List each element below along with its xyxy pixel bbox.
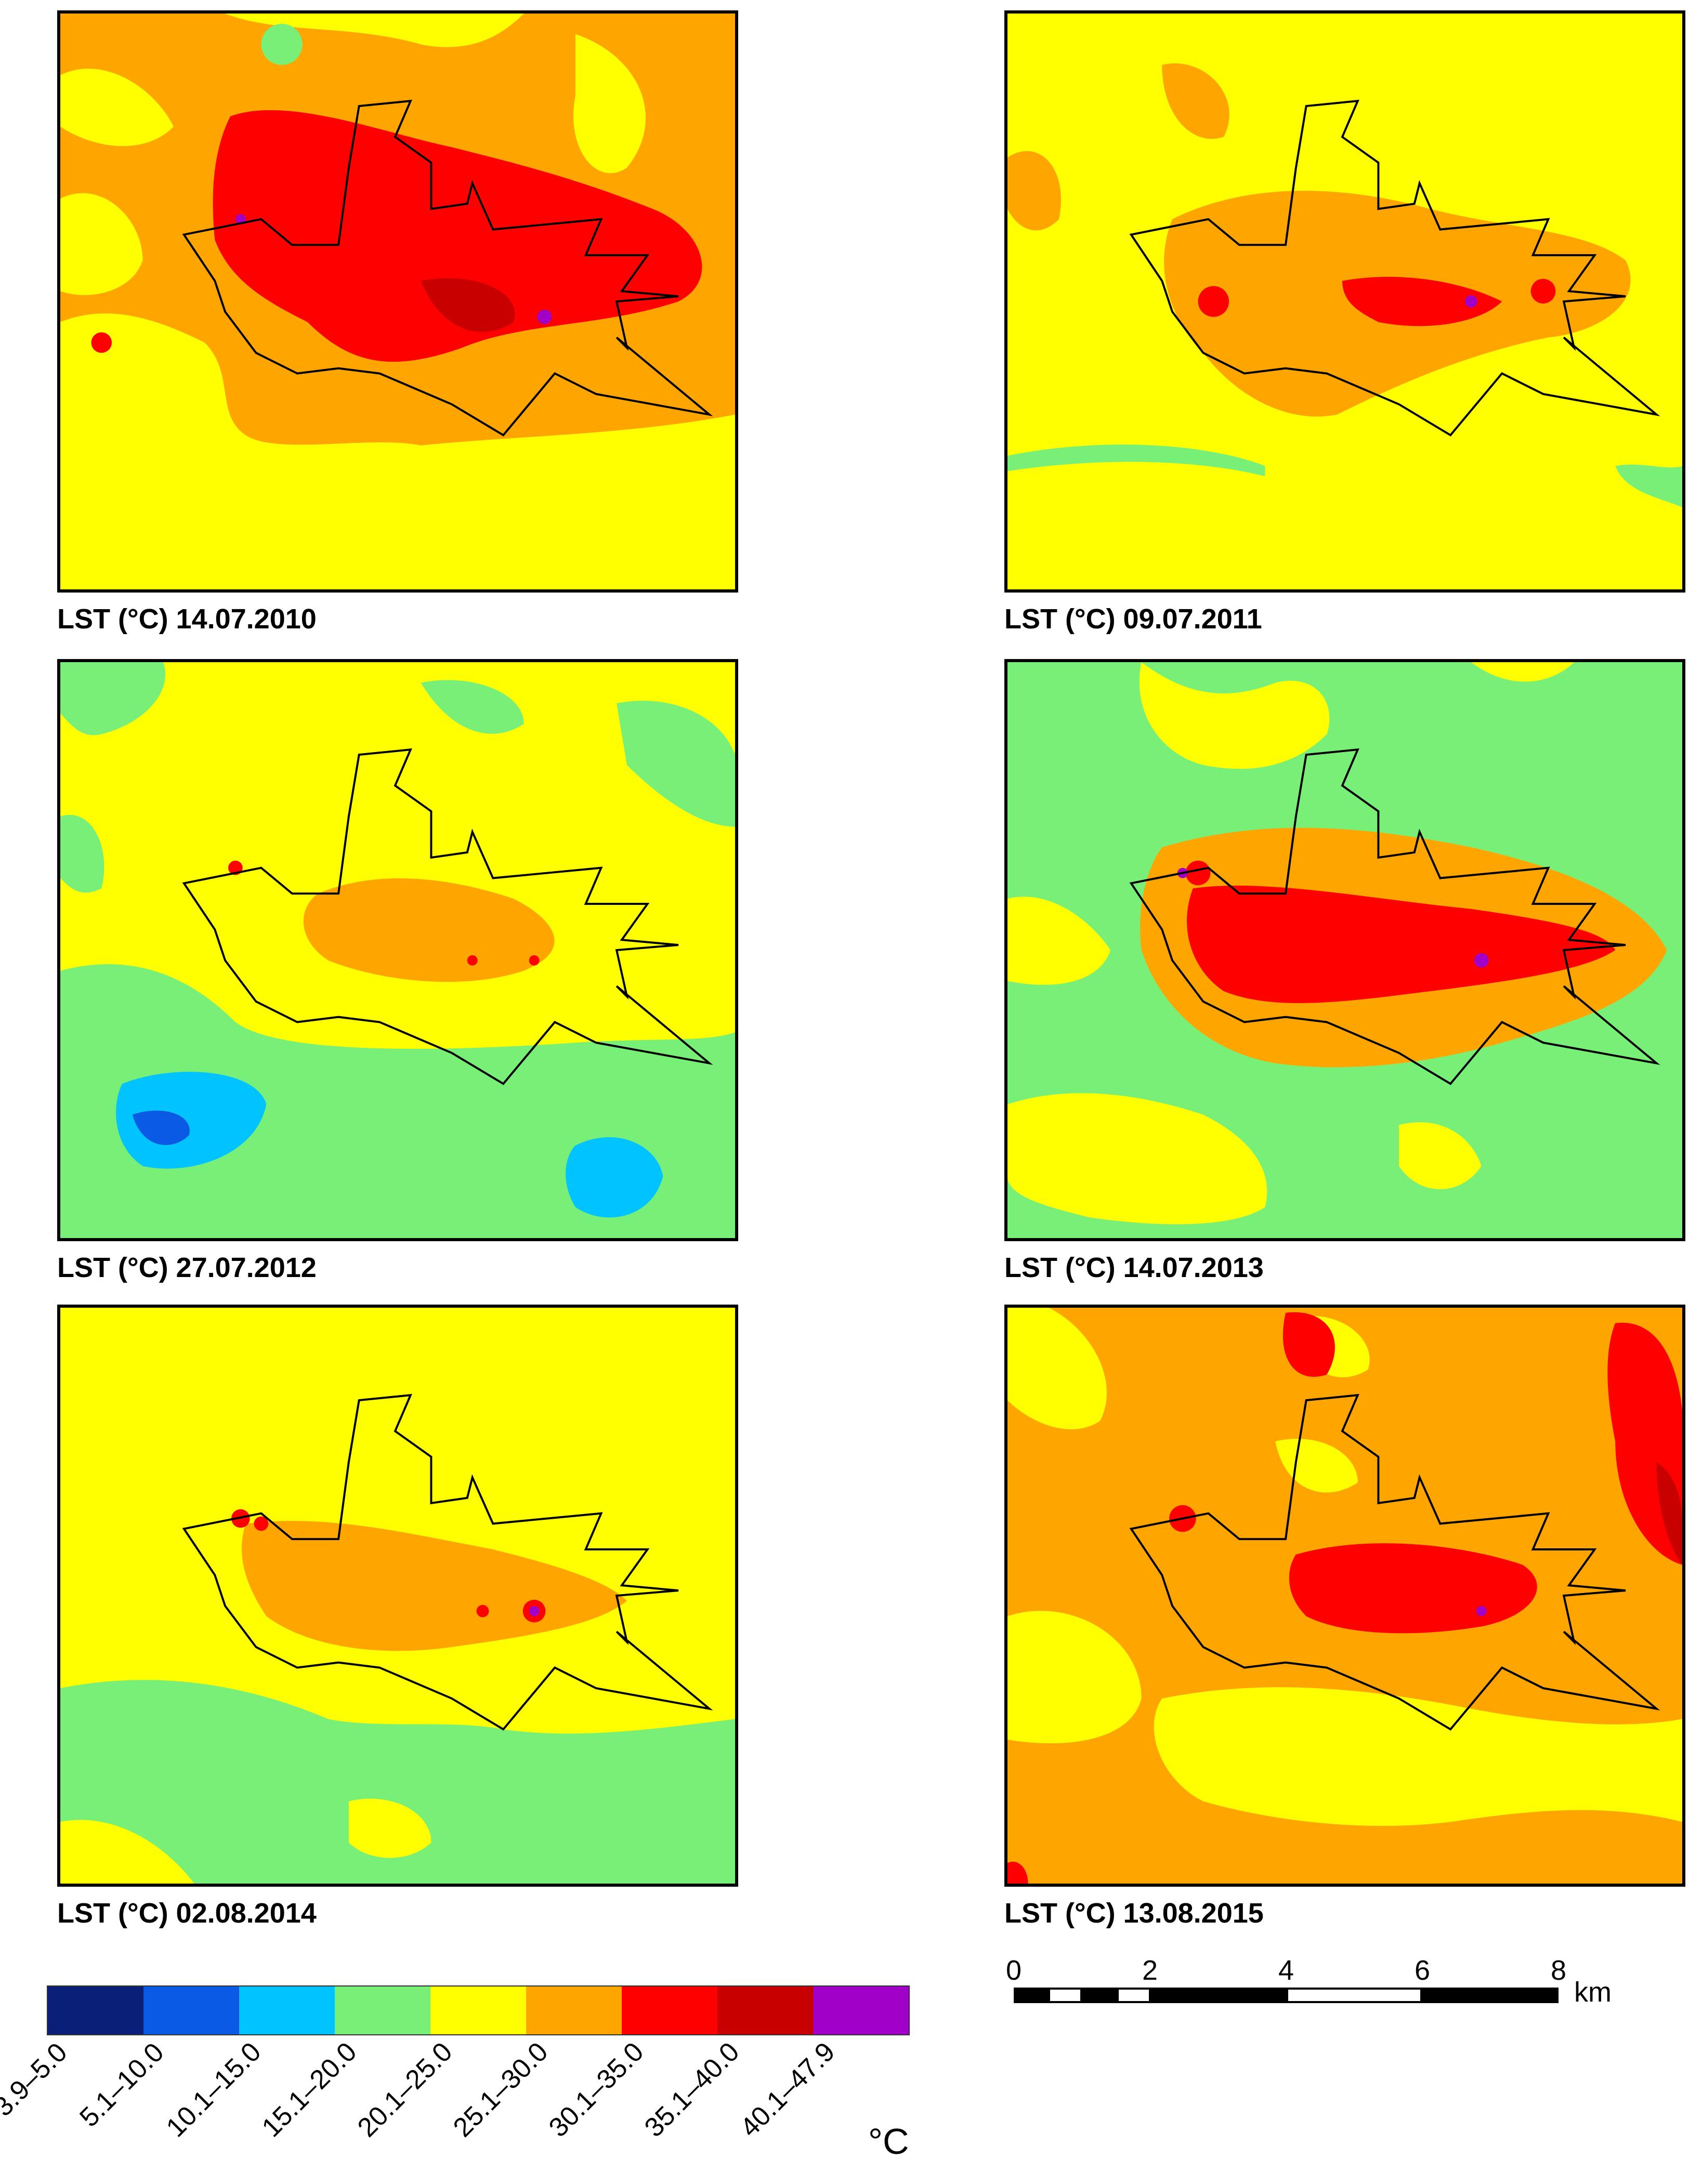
legend-swatch: [717, 1986, 813, 2034]
legend-label: 25.1–30.0: [447, 2036, 554, 2143]
legend-label: 35.1–40.0: [638, 2036, 745, 2143]
legend-swatch: [430, 1986, 526, 2034]
map-caption: LST (°C) 02.08.2014: [57, 1898, 317, 1929]
map-caption: LST (°C) 14.07.2013: [1004, 1252, 1264, 1283]
scale-bar: 0 2 4 6 8 km: [1006, 1954, 1638, 2027]
legend-swatch: [813, 1986, 909, 2034]
legend-swatch: [48, 1986, 143, 2034]
scale-segment: [1150, 1988, 1286, 2003]
scale-unit: km: [1574, 1977, 1612, 2008]
lst-map-2012: [57, 659, 738, 1241]
legend-label: 20.1–25.0: [351, 2036, 459, 2143]
temperature-legend: [47, 1985, 910, 2035]
scale-tick-label: 8: [1550, 1955, 1567, 1986]
legend-swatch: [239, 1986, 335, 2034]
legend-label: 3.9–5.0: [0, 2037, 73, 2123]
scale-tick-label: 6: [1414, 1955, 1431, 1986]
map-caption: LST (°C) 13.08.2015: [1004, 1898, 1264, 1929]
legend-swatch: [335, 1986, 430, 2034]
map-caption: LST (°C) 14.07.2010: [57, 603, 317, 635]
legend-swatch: [526, 1986, 622, 2034]
legend-swatch: [622, 1986, 717, 2034]
map-caption: LST (°C) 09.07.2011: [1004, 603, 1262, 635]
scale-tick-label: 4: [1278, 1955, 1294, 1986]
scale-segment: [1422, 1988, 1559, 2003]
scale-segment: [1048, 1988, 1082, 2003]
lst-map-2013: [1004, 659, 1685, 1241]
legend-label: 10.1–15.0: [160, 2036, 267, 2143]
legend-label: 40.1–47.9: [734, 2036, 841, 2143]
scale-segment: [1117, 1988, 1151, 2003]
lst-map-2011: [1004, 10, 1685, 593]
legend-unit: °C: [868, 2121, 909, 2162]
scale-tick-label: 0: [1005, 1955, 1022, 1986]
scale-tick-label: 2: [1142, 1955, 1158, 1986]
lst-map-2014: [57, 1305, 738, 1887]
map-caption: LST (°C) 27.07.2012: [57, 1252, 317, 1283]
legend-label: 30.1–35.0: [543, 2036, 650, 2143]
scale-segment: [1014, 1988, 1048, 2003]
scale-segment: [1286, 1988, 1422, 2003]
legend-swatch: [143, 1986, 239, 2034]
lst-map-2015: [1004, 1305, 1685, 1887]
scale-segment: [1082, 1988, 1117, 2003]
legend-label: 15.1–20.0: [256, 2036, 363, 2143]
legend-label: 5.1–10.0: [74, 2037, 170, 2133]
lst-map-2010: [57, 10, 738, 593]
